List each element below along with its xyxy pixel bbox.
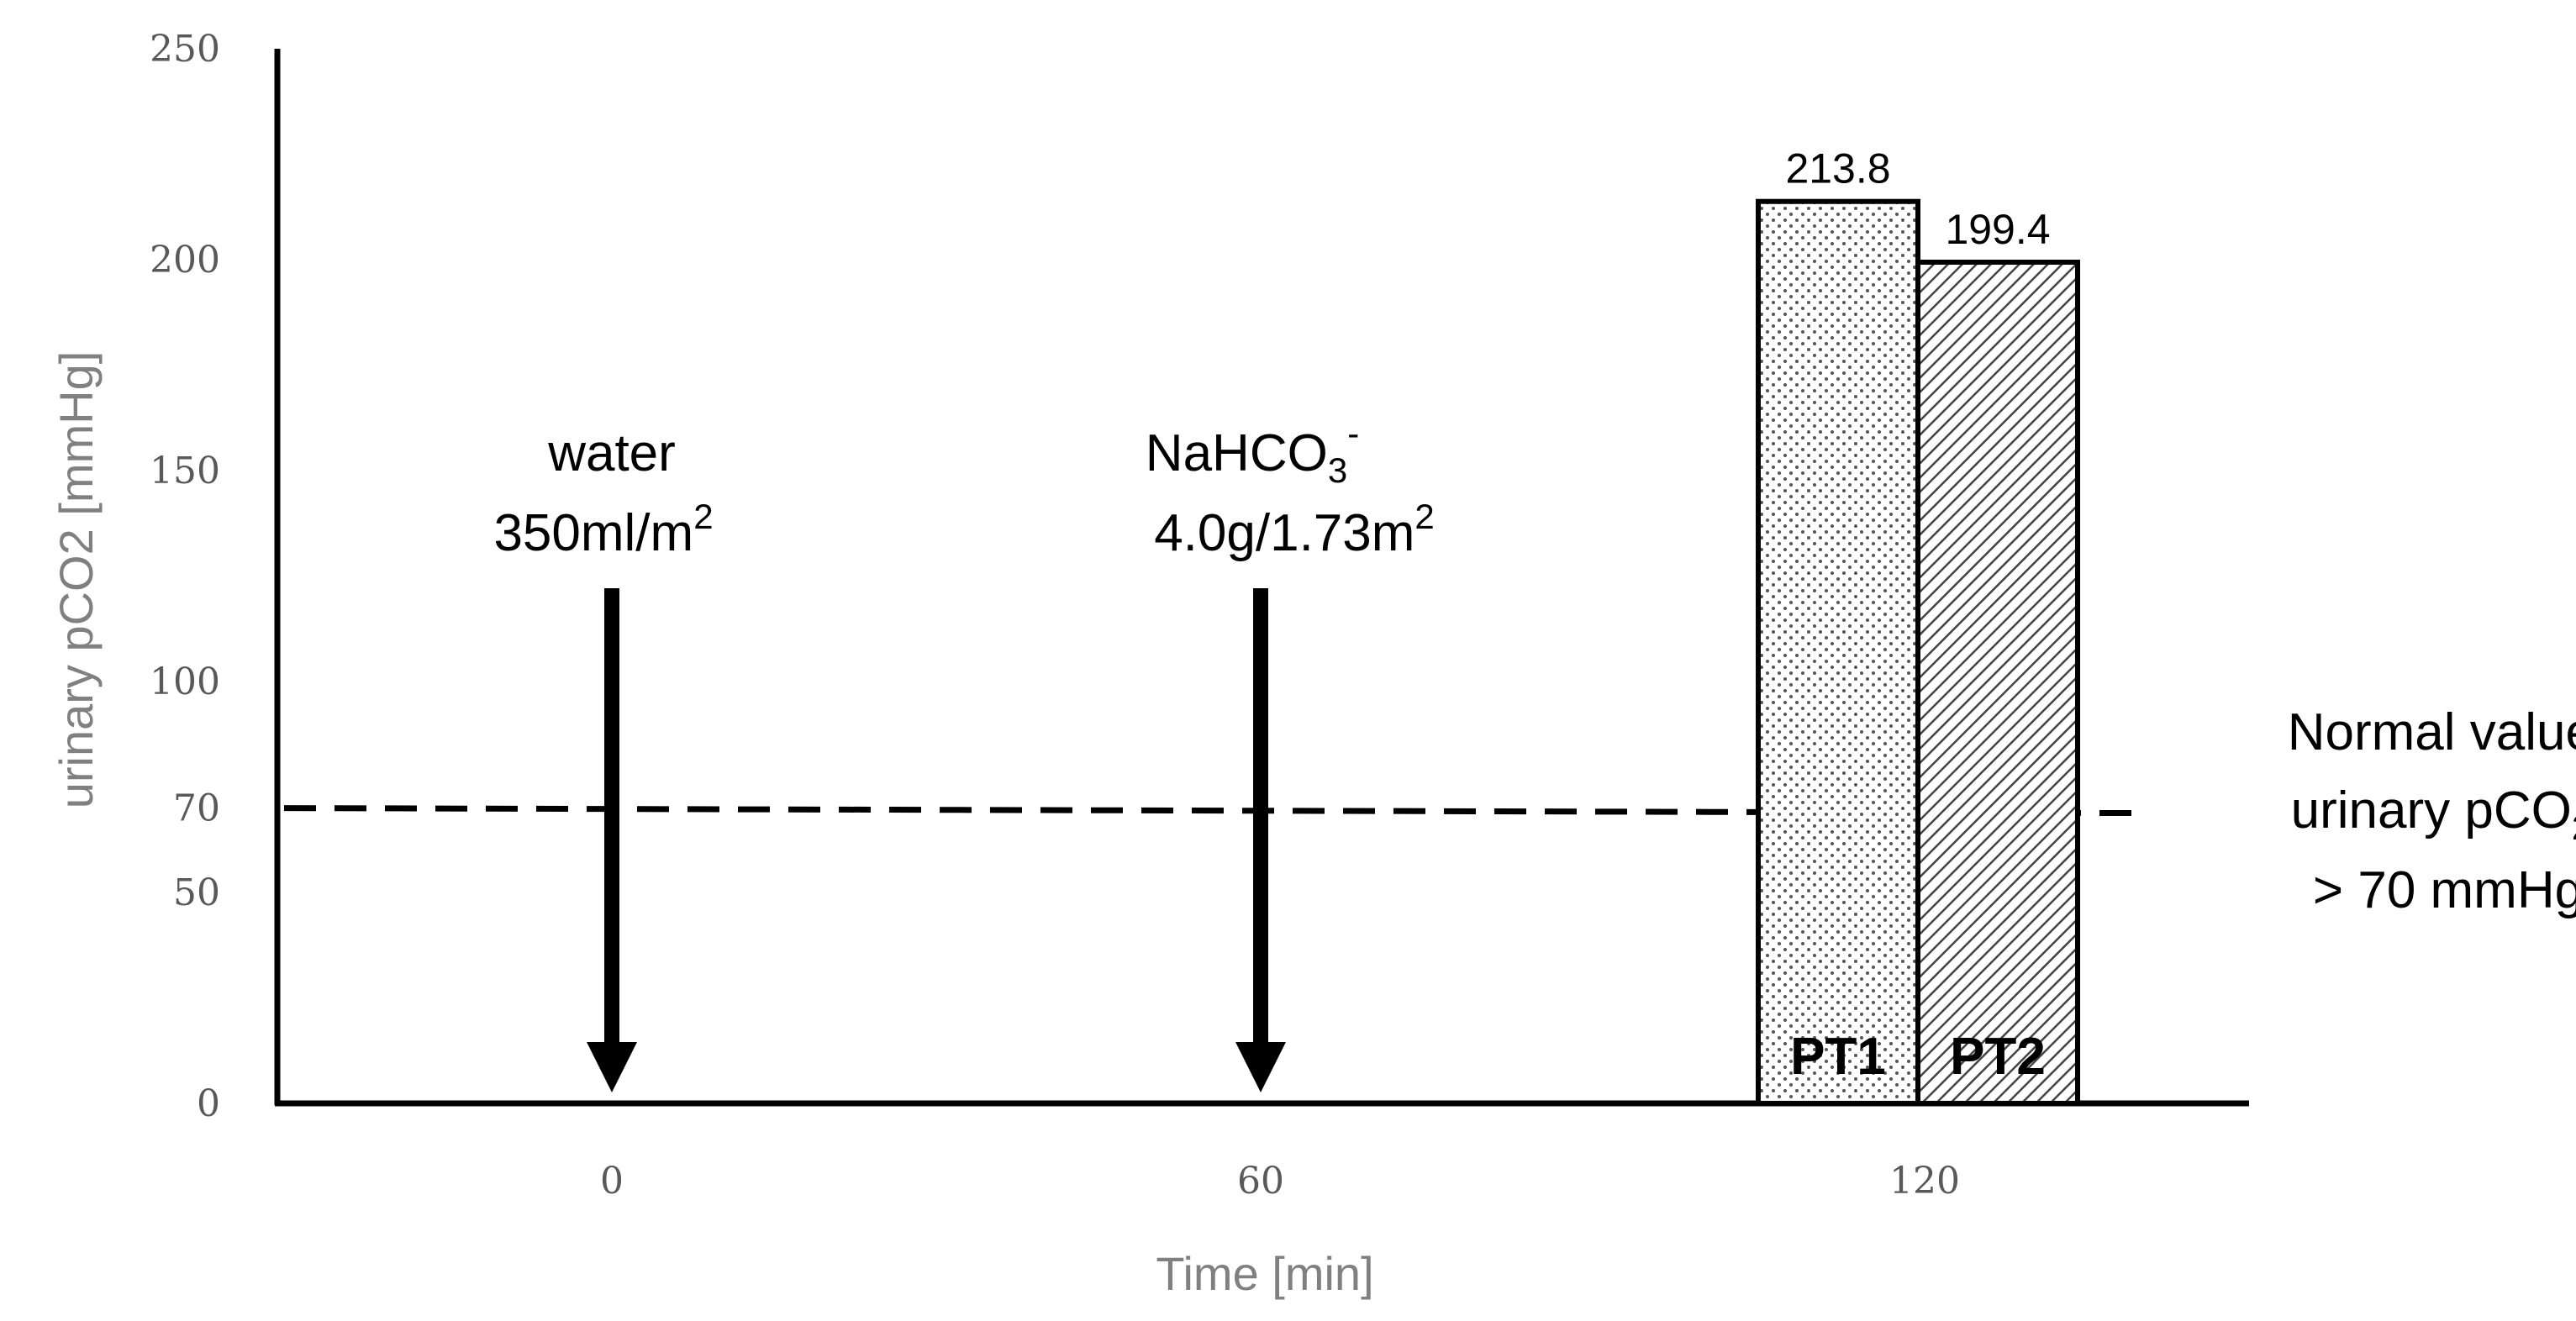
y-tick-label: 200 [150,239,220,282]
bar-name-label: PT2 [1950,1028,2046,1086]
x-tick-labels: 0 60 120 [600,1160,1960,1203]
dose-arrows: water 350ml/m2 NaHCO3-4.0g/1.73m2 [493,413,1435,1092]
y-axis-title: urinary pCO2 [mmHg] [50,351,103,809]
normal-value-line [283,805,2146,817]
bar-name-label: PT1 [1790,1028,1886,1086]
bar-value-label: 213.8 [1785,145,1890,192]
y-tick-label: 0 [197,1082,220,1125]
bars: 213.8 PT1 199.4 PT2 [1756,145,2080,1106]
y-tick-label: 150 [150,450,220,492]
x-tick-label: 120 [1889,1160,1960,1203]
bar-pt2: 199.4 PT2 [1915,206,2080,1106]
dose-arrow: water 350ml/m2 [493,424,714,1092]
bar-value-label: 199.4 [1945,206,2050,253]
y-tick-label: 50 [173,871,220,914]
arrow-label: NaHCO3-4.0g/1.73m2 [1146,413,1435,562]
dose-arrow: NaHCO3-4.0g/1.73m2 [1146,413,1435,1092]
x-tick-label: 0 [600,1160,624,1203]
y-tick-labels: 0 50 70 100 150 200 250 [150,28,220,1125]
x-tick-label: 60 [1237,1160,1284,1203]
bar-rect [1915,260,2080,1106]
bar-pt1: 213.8 PT1 [1756,145,1920,1106]
normal-value-text: Normal value urinary pCO2 > 70 mmHg [2288,703,2576,919]
bar-rect [1756,198,1920,1106]
x-axis-title: Time [min] [1156,1247,1373,1300]
y-tick-label: 100 [150,660,220,703]
arrow-head [587,1042,637,1092]
arrow-label: water 350ml/m2 [493,424,713,562]
y-tick-label: 250 [150,28,220,71]
arrow-head [1235,1042,1286,1092]
y-tick-label: 70 [173,787,220,830]
